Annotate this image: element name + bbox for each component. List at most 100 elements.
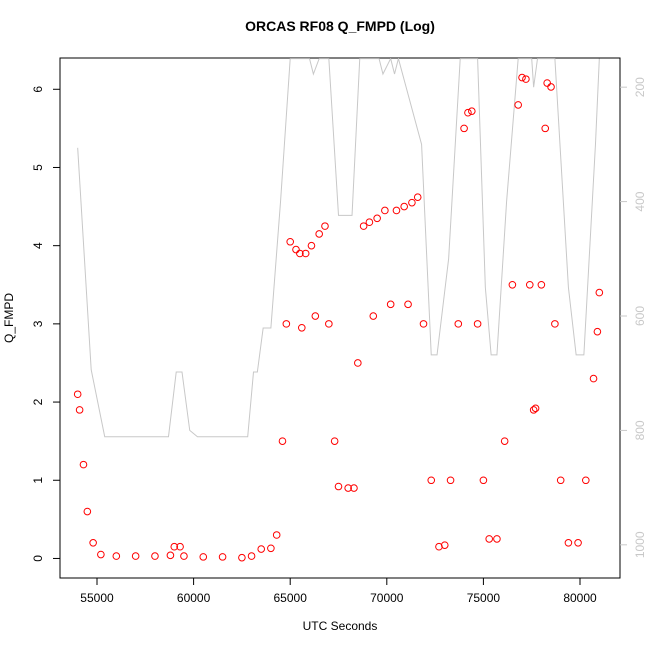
- data-point: [454, 320, 463, 328]
- data-point: [413, 193, 422, 201]
- data-point: [73, 390, 82, 399]
- series-line: [77, 58, 600, 438]
- data-point: [404, 300, 412, 309]
- data-point: [531, 404, 540, 413]
- data-point: [446, 476, 455, 485]
- y-tick-label: 5: [31, 164, 45, 171]
- data-point: [541, 124, 550, 133]
- y-tick-label: 2: [31, 398, 45, 405]
- data-point: [278, 437, 287, 445]
- data-point: [551, 320, 559, 328]
- data-point: [392, 206, 401, 215]
- data-point: [473, 320, 482, 328]
- data-point: [315, 230, 323, 238]
- data-point: [170, 542, 179, 551]
- y-tick-label: 4: [31, 242, 45, 249]
- chart-title: ORCAS RF08 Q_FMPD (Log): [245, 18, 435, 34]
- data-point: [359, 222, 368, 230]
- data-point: [574, 539, 582, 547]
- y-axis-label: Q_FMPD: [2, 293, 16, 343]
- data-point: [593, 327, 602, 336]
- data-point: [344, 484, 352, 492]
- data-point: [131, 552, 140, 560]
- data-point: [330, 437, 339, 445]
- y2-tick-label: 1000: [633, 531, 647, 558]
- data-point: [83, 507, 92, 516]
- y-tick-label: 6: [31, 86, 45, 93]
- data-point: [479, 476, 488, 485]
- data-point: [334, 482, 343, 491]
- data-point: [543, 79, 551, 87]
- x-axis-label: UTC Seconds: [303, 619, 378, 633]
- data-point: [199, 553, 208, 561]
- data-point: [369, 312, 378, 320]
- data-point: [267, 544, 275, 553]
- data-point: [381, 206, 389, 215]
- data-point: [272, 531, 281, 539]
- plot-area: [73, 58, 604, 562]
- data-point: [582, 476, 590, 485]
- data-point: [547, 83, 555, 91]
- data-point: [419, 320, 428, 328]
- data-point: [257, 545, 266, 553]
- data-point: [176, 542, 184, 551]
- data-point: [296, 249, 304, 258]
- data-point: [386, 300, 395, 309]
- data-point: [500, 437, 509, 445]
- x-tick-label: 55000: [80, 591, 114, 605]
- y2-tick-label: 200: [633, 77, 647, 97]
- data-point: [408, 198, 416, 207]
- data-point: [537, 280, 546, 289]
- data-point: [514, 101, 522, 109]
- data-point: [518, 73, 526, 82]
- data-point: [485, 535, 494, 543]
- data-point: [373, 214, 381, 223]
- data-point: [508, 280, 517, 289]
- data-point: [400, 202, 408, 211]
- data-point: [79, 460, 88, 469]
- data-point: [286, 237, 295, 246]
- y-tick-label: 3: [31, 320, 45, 327]
- y2-tick-label: 400: [633, 191, 647, 211]
- data-point: [529, 406, 538, 414]
- data-point: [564, 539, 573, 547]
- x-tick-label: 70000: [370, 591, 404, 605]
- y-tick-label: 1: [31, 477, 45, 484]
- data-point: [468, 107, 476, 115]
- data-point: [238, 553, 246, 562]
- data-point: [350, 484, 358, 492]
- data-point: [325, 320, 333, 328]
- x-tick-label: 65000: [274, 591, 308, 605]
- data-point: [311, 312, 320, 320]
- data-point: [556, 476, 565, 485]
- data-point: [595, 288, 604, 297]
- data-point: [218, 553, 227, 561]
- x-tick-label: 80000: [563, 591, 597, 605]
- data-point: [75, 406, 84, 414]
- data-point: [112, 552, 121, 560]
- data-point: [89, 539, 97, 547]
- y2-tick-label: 800: [633, 420, 647, 440]
- data-point: [247, 552, 256, 560]
- data-point: [589, 374, 598, 383]
- data-point: [365, 218, 374, 227]
- data-point: [460, 124, 468, 133]
- data-point: [292, 245, 300, 254]
- data-point: [301, 249, 310, 258]
- data-point: [321, 222, 329, 230]
- data-point: [427, 476, 436, 485]
- data-point: [493, 535, 501, 543]
- data-point: [166, 551, 175, 560]
- data-point: [354, 359, 362, 367]
- x-tick-label: 75000: [467, 591, 501, 605]
- data-point: [180, 552, 188, 560]
- data-point: [97, 550, 105, 559]
- data-point: [464, 108, 472, 117]
- data-point: [522, 75, 530, 83]
- y-tick-label: 0: [31, 555, 45, 562]
- data-point: [307, 241, 316, 250]
- y2-tick-label: 600: [633, 306, 647, 326]
- data-point: [440, 541, 449, 549]
